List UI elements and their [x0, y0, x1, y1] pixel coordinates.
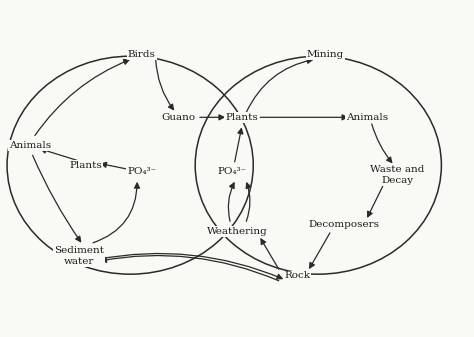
Text: Rock: Rock: [284, 271, 310, 280]
Text: Weathering: Weathering: [207, 227, 267, 236]
Text: Birds: Birds: [128, 50, 156, 59]
Text: Sediment
water: Sediment water: [54, 246, 104, 266]
Text: Mining: Mining: [307, 50, 344, 59]
Text: Decomposers: Decomposers: [309, 220, 379, 229]
Text: Plants: Plants: [225, 113, 258, 122]
Text: Waste and
Decay: Waste and Decay: [370, 165, 424, 185]
Text: PO₄³⁻: PO₄³⁻: [218, 167, 247, 176]
Text: Animals: Animals: [346, 113, 388, 122]
Text: Animals: Animals: [9, 141, 51, 150]
Text: Guano: Guano: [162, 113, 196, 122]
Text: PO₄³⁻: PO₄³⁻: [127, 167, 156, 176]
Text: Plants: Plants: [70, 161, 102, 170]
